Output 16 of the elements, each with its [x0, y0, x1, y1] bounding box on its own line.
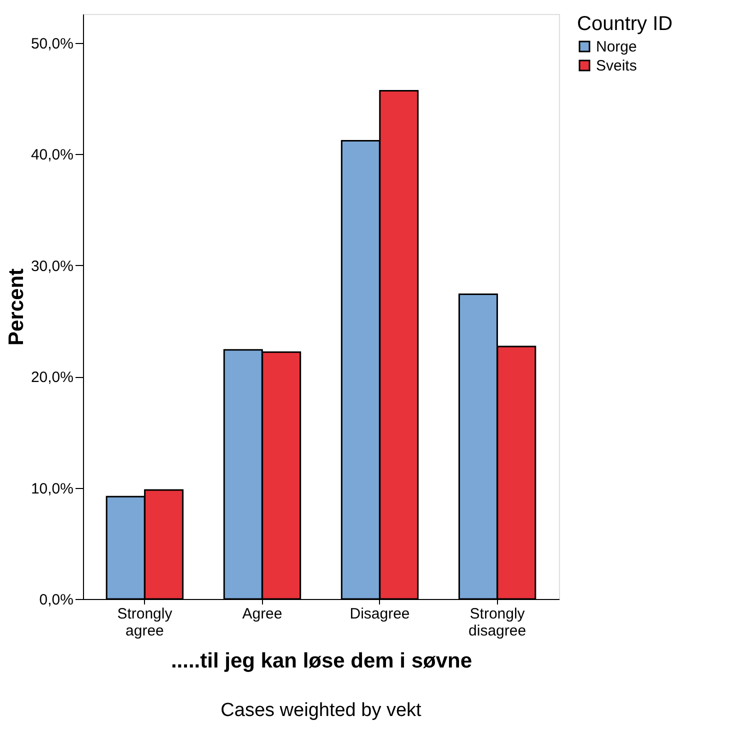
text: Cases weighted by vekt [220, 700, 422, 721]
x-tick-label: Strongly agree [117, 606, 173, 640]
y-tick-label: 10,0% [30, 480, 74, 498]
y-tick-label: 20,0% [30, 369, 74, 386]
x-tick-label: Agree [242, 606, 282, 622]
y-tick-label: 50,0% [30, 35, 74, 52]
legend-label: Sveits [596, 58, 637, 74]
legend-title: Country ID [577, 13, 673, 35]
legend-label: Norge [596, 38, 637, 56]
y-axis-title: Percent [4, 268, 28, 346]
y-tick-label: 0,0% [39, 592, 74, 608]
y-tick-label: 40,0% [30, 146, 74, 164]
x-tick-label: Strongly disagree [468, 606, 526, 640]
x-tick-label: Disagree [350, 606, 410, 622]
x-axis-title: .....til jeg kan løse dem i søvne [170, 650, 472, 672]
y-tick-label: 30,0% [30, 258, 74, 275]
